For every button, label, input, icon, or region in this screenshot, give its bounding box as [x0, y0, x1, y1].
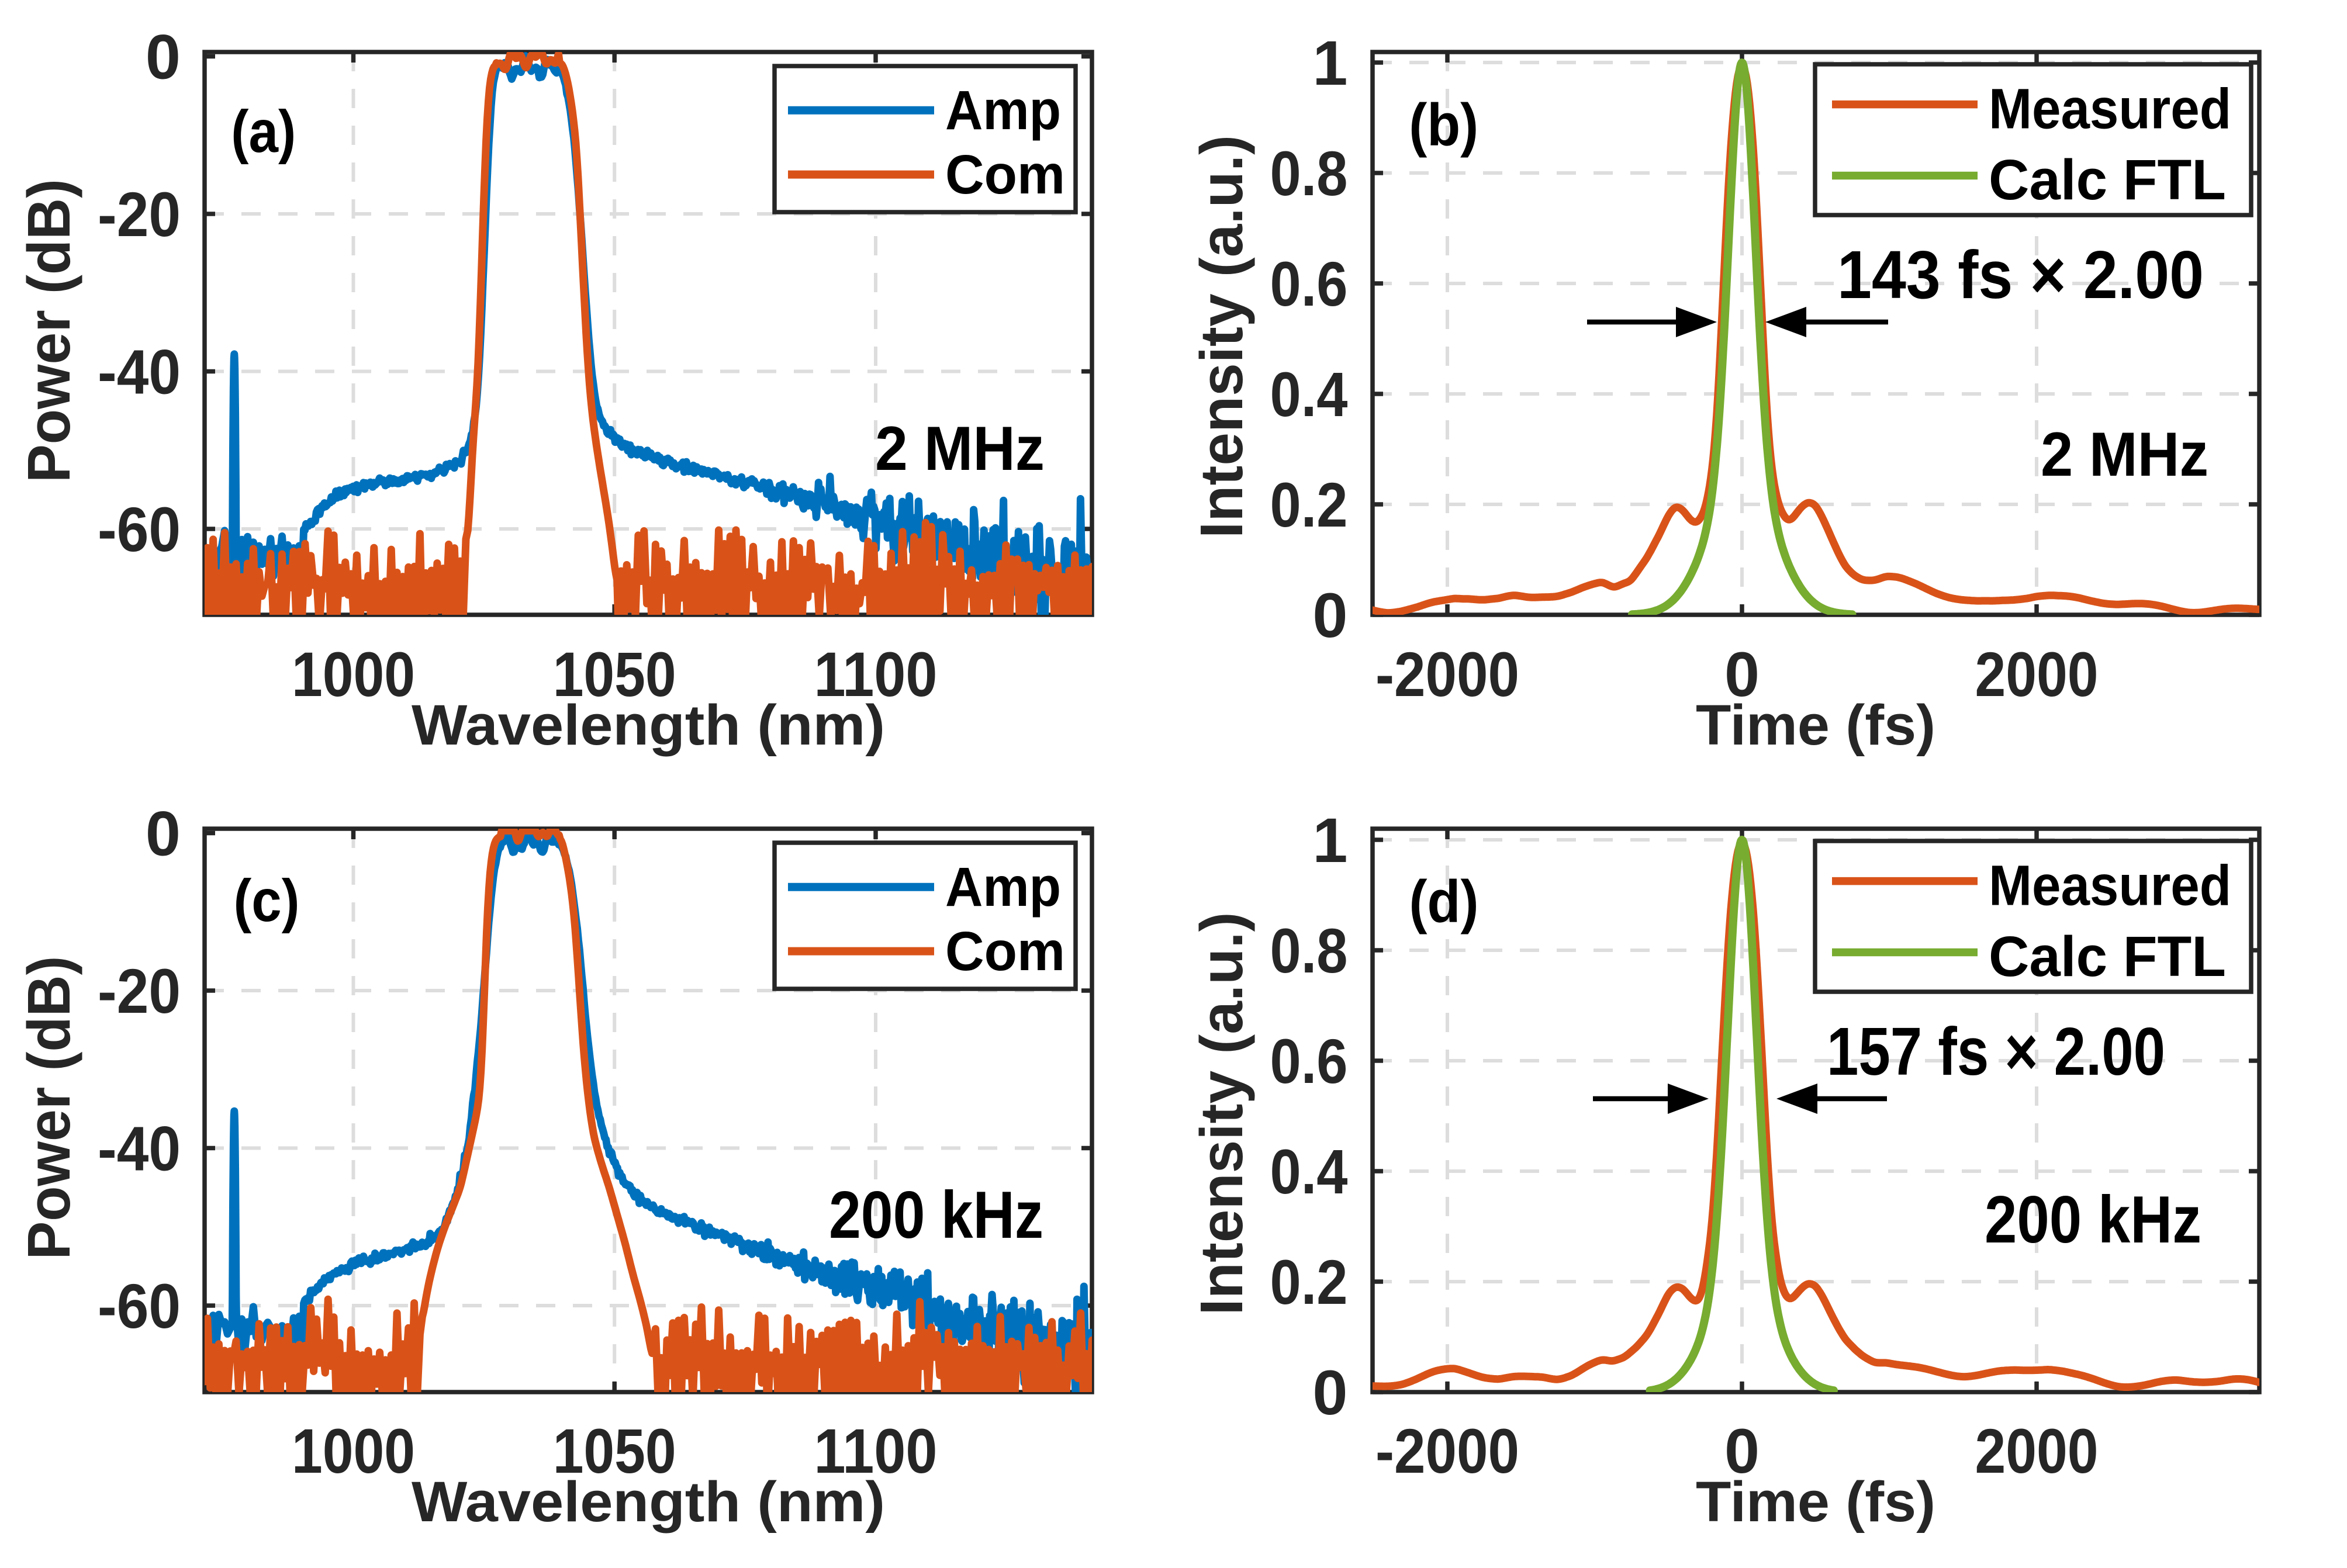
svg-text:1050: 1050 — [553, 639, 676, 709]
svg-text:0.6: 0.6 — [1270, 248, 1348, 319]
svg-text:0: 0 — [1724, 1415, 1760, 1486]
svg-text:(b): (b) — [1409, 92, 1478, 158]
svg-text:Calc FTL: Calc FTL — [1989, 148, 2226, 212]
svg-text:2000: 2000 — [1975, 1415, 2099, 1486]
svg-text:(a): (a) — [231, 98, 296, 165]
svg-text:-60: -60 — [98, 1271, 181, 1341]
svg-text:(d): (d) — [1409, 868, 1479, 935]
svg-text:Com: Com — [945, 920, 1065, 982]
svg-text:-40: -40 — [98, 337, 181, 407]
svg-text:Time (fs): Time (fs) — [1696, 693, 1935, 757]
svg-text:0.8: 0.8 — [1270, 138, 1348, 209]
svg-text:0: 0 — [1724, 639, 1760, 709]
svg-text:Wavelength (nm): Wavelength (nm) — [412, 1470, 885, 1534]
svg-text:Amp: Amp — [945, 856, 1061, 918]
svg-text:200 kHz: 200 kHz — [829, 1178, 1043, 1252]
svg-text:0.2: 0.2 — [1270, 469, 1348, 540]
svg-text:Intensity (a.u.): Intensity (a.u.) — [1188, 912, 1255, 1316]
svg-text:Time (fs): Time (fs) — [1696, 1470, 1935, 1534]
svg-text:-40: -40 — [98, 1113, 181, 1184]
svg-text:1000: 1000 — [292, 639, 415, 709]
svg-text:1000: 1000 — [292, 1415, 415, 1486]
svg-text:Amp: Amp — [945, 79, 1061, 141]
svg-text:Power (dB): Power (dB) — [15, 956, 82, 1260]
svg-text:2 MHz: 2 MHz — [875, 413, 1045, 483]
svg-text:0.6: 0.6 — [1270, 1026, 1348, 1096]
svg-text:-20: -20 — [98, 179, 181, 250]
svg-text:Intensity (a.u.): Intensity (a.u.) — [1188, 135, 1255, 538]
svg-text:0: 0 — [146, 22, 181, 92]
svg-text:0.2: 0.2 — [1270, 1247, 1348, 1317]
svg-text:0.4: 0.4 — [1270, 359, 1348, 430]
svg-text:0.4: 0.4 — [1270, 1136, 1348, 1207]
svg-text:2 MHz: 2 MHz — [2041, 419, 2208, 489]
svg-text:0: 0 — [146, 798, 181, 869]
svg-text:-2000: -2000 — [1375, 1415, 1519, 1486]
svg-text:Measured: Measured — [1989, 853, 2231, 917]
svg-text:-20: -20 — [98, 956, 181, 1026]
svg-text:-2000: -2000 — [1375, 639, 1519, 709]
svg-text:200 kHz: 200 kHz — [1985, 1183, 2201, 1257]
svg-text:Measured: Measured — [1989, 77, 2231, 140]
svg-text:0.8: 0.8 — [1270, 915, 1348, 986]
svg-text:1: 1 — [1312, 805, 1347, 875]
svg-text:0: 0 — [1312, 1357, 1347, 1428]
svg-text:143 fs × 2.00: 143 fs × 2.00 — [1837, 237, 2204, 313]
svg-text:Calc FTL: Calc FTL — [1989, 925, 2226, 988]
svg-text:1100: 1100 — [814, 1415, 938, 1486]
svg-text:(c): (c) — [234, 867, 300, 934]
svg-text:0: 0 — [1312, 580, 1347, 650]
svg-text:-60: -60 — [98, 494, 181, 565]
svg-text:Power (dB): Power (dB) — [15, 179, 82, 483]
svg-text:Wavelength (nm): Wavelength (nm) — [412, 693, 885, 757]
svg-text:1: 1 — [1312, 27, 1347, 98]
svg-text:1050: 1050 — [553, 1415, 676, 1486]
svg-text:1100: 1100 — [814, 639, 938, 709]
svg-text:2000: 2000 — [1975, 639, 2099, 709]
svg-text:157 fs × 2.00: 157 fs × 2.00 — [1827, 1013, 2165, 1089]
svg-text:Com: Com — [945, 144, 1065, 206]
